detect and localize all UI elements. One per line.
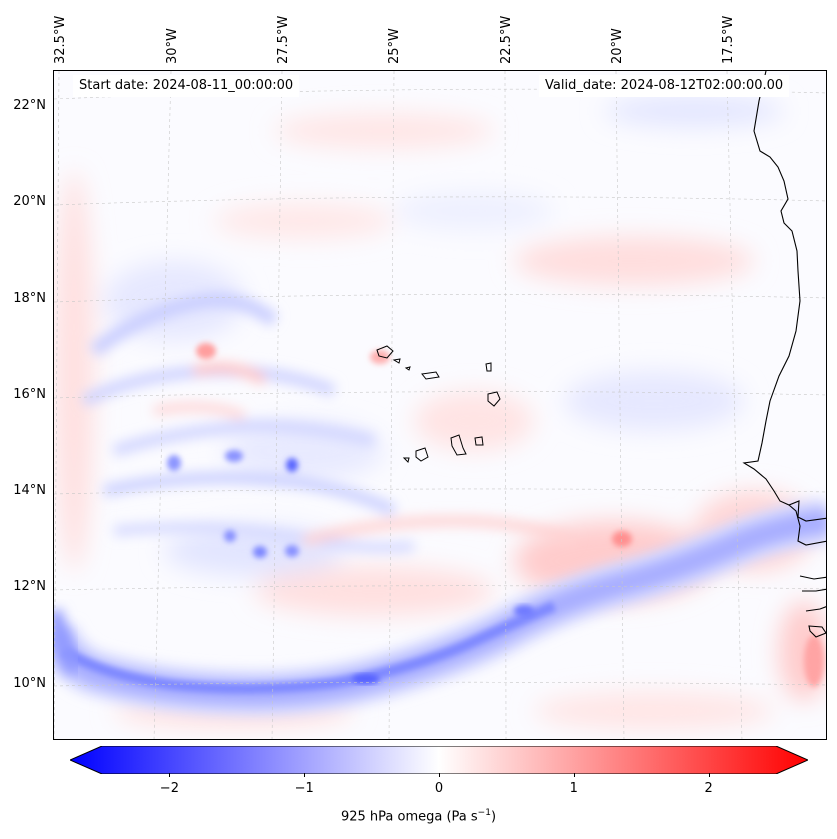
lat-label-22n: 22°N <box>13 98 46 113</box>
blue-convergence-band <box>54 498 826 717</box>
lat-label-14n: 14°N <box>13 483 46 498</box>
start-date-label: Start date: 2024-08-11_00:00:00 <box>73 75 300 97</box>
lat-label-20n: 20°N <box>13 194 46 209</box>
lon-label-22-5w: 22.5°W <box>499 15 514 64</box>
lat-label-12n: 12°N <box>13 579 46 594</box>
colorbar-tick-label: 0 <box>434 781 444 796</box>
colorbar <box>68 745 810 775</box>
colorbar-gradient <box>68 745 810 775</box>
lat-label-16n: 16°N <box>13 387 46 402</box>
lon-label-27-5w: 27.5°W <box>276 15 291 64</box>
lat-label-10n: 10°N <box>13 676 46 691</box>
colorbar-tick-mark <box>573 773 575 777</box>
colorbar-title: 925 hPa omega (Pa s−1) <box>340 808 497 825</box>
colorbar-tick-mark <box>304 773 306 777</box>
colorbar-tick-label: 2 <box>704 781 713 796</box>
lon-label-25w: 25°W <box>387 28 402 64</box>
lon-label-30w: 30°W <box>165 28 180 64</box>
wave-bands <box>81 293 576 553</box>
lon-label-17-5w: 17.5°W <box>721 15 736 64</box>
colorbar-tick-mark <box>169 773 171 777</box>
colorbar-tick-label: −1 <box>294 781 314 796</box>
omega-field-map <box>54 71 826 739</box>
valid-date-label: Valid_date: 2024-08-12T02:00:00.00 <box>539 75 790 97</box>
colorbar-tick-label: −2 <box>159 781 179 796</box>
map-panel[interactable] <box>53 70 827 740</box>
africa-coastline <box>742 71 826 638</box>
colorbar-tick-mark <box>439 773 440 777</box>
lat-label-18n: 18°N <box>13 291 46 306</box>
cape-verde-islands <box>376 345 501 463</box>
lon-label-32-5w: 32.5°W <box>53 15 68 64</box>
colorbar-tick-label: 1 <box>569 781 578 796</box>
lon-label-20w: 20°W <box>610 28 625 64</box>
colorbar-tick-mark <box>708 773 710 777</box>
